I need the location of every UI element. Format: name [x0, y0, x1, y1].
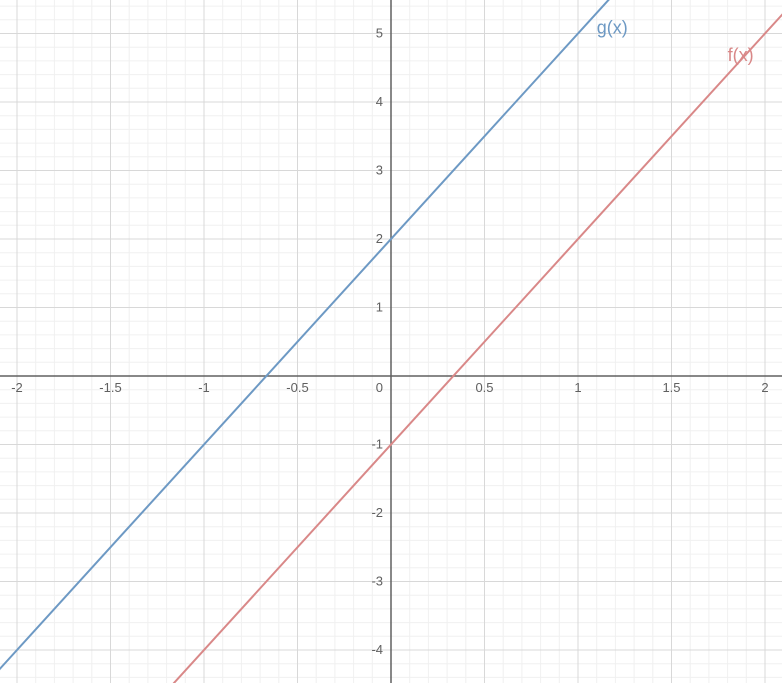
y-tick-label: 1 — [376, 300, 383, 315]
line-chart: -2 -1.5 -1 -0.5 0 0.5 1 1.5 2 -4 -3 -2 -1 1 2 3 4 5 g(x) f(… — [0, 0, 782, 683]
y-tick-label: -3 — [371, 574, 383, 589]
x-tick-label: -1.5 — [99, 380, 121, 395]
y-tick-label: 3 — [376, 163, 383, 178]
series-label-g: g(x) — [597, 18, 628, 38]
x-tick-label: 1.5 — [662, 380, 680, 395]
x-tick-label: 0.5 — [475, 380, 493, 395]
x-tick-label: -1 — [198, 380, 210, 395]
x-tick-label: -0.5 — [286, 380, 308, 395]
y-tick-label: -2 — [371, 505, 383, 520]
x-tick-label: 1 — [574, 380, 581, 395]
y-tick-label: 4 — [376, 94, 383, 109]
y-tick-label: -4 — [371, 642, 383, 657]
x-tick-label: -2 — [11, 380, 23, 395]
y-tick-label: -1 — [371, 437, 383, 452]
y-tick-label: 2 — [376, 231, 383, 246]
series-label-f: f(x) — [728, 45, 754, 65]
x-tick-label: 2 — [761, 380, 768, 395]
x-tick-label: 0 — [376, 380, 383, 395]
y-tick-label: 5 — [376, 26, 383, 41]
